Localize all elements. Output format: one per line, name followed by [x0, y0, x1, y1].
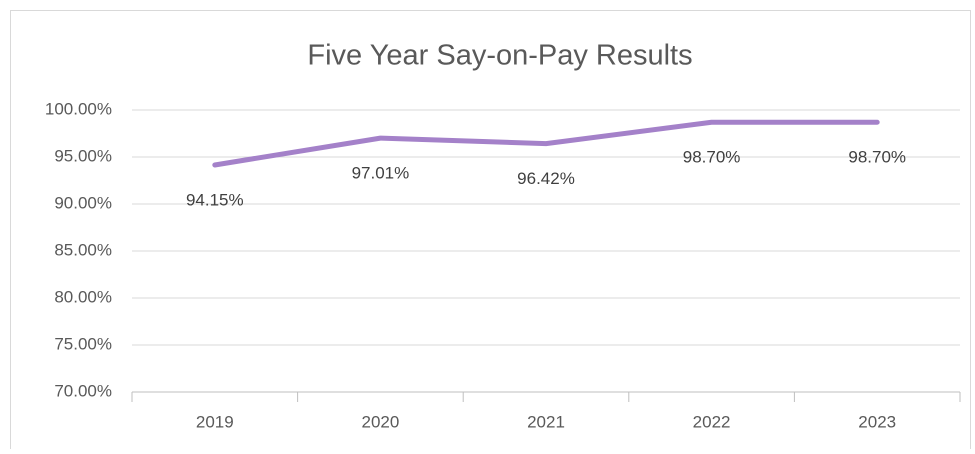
- y-tick-label: 95.00%: [54, 146, 112, 165]
- data-line: [212, 119, 880, 168]
- y-tick-label: 70.00%: [54, 381, 112, 400]
- y-tick-label: 90.00%: [54, 193, 112, 212]
- x-tick-label: 2023: [858, 412, 896, 431]
- data-label: 98.70%: [848, 148, 906, 167]
- data-label: 96.42%: [517, 169, 575, 188]
- data-label: 94.15%: [186, 190, 244, 209]
- x-tick-label: 2022: [693, 412, 731, 431]
- y-tick-label: 75.00%: [54, 334, 112, 353]
- x-tick-label: 2021: [527, 412, 565, 431]
- y-tick-label: 100.00%: [45, 99, 112, 118]
- chart-title: Five Year Say-on-Pay Results: [307, 40, 692, 72]
- x-tick-label: 2019: [196, 412, 234, 431]
- y-tick-label: 85.00%: [54, 240, 112, 259]
- y-tick-label: 80.00%: [54, 287, 112, 306]
- chart-border: [10, 10, 971, 454]
- x-tick-label: 2020: [361, 412, 399, 431]
- data-label: 97.01%: [352, 164, 410, 183]
- data-label: 98.70%: [683, 148, 741, 167]
